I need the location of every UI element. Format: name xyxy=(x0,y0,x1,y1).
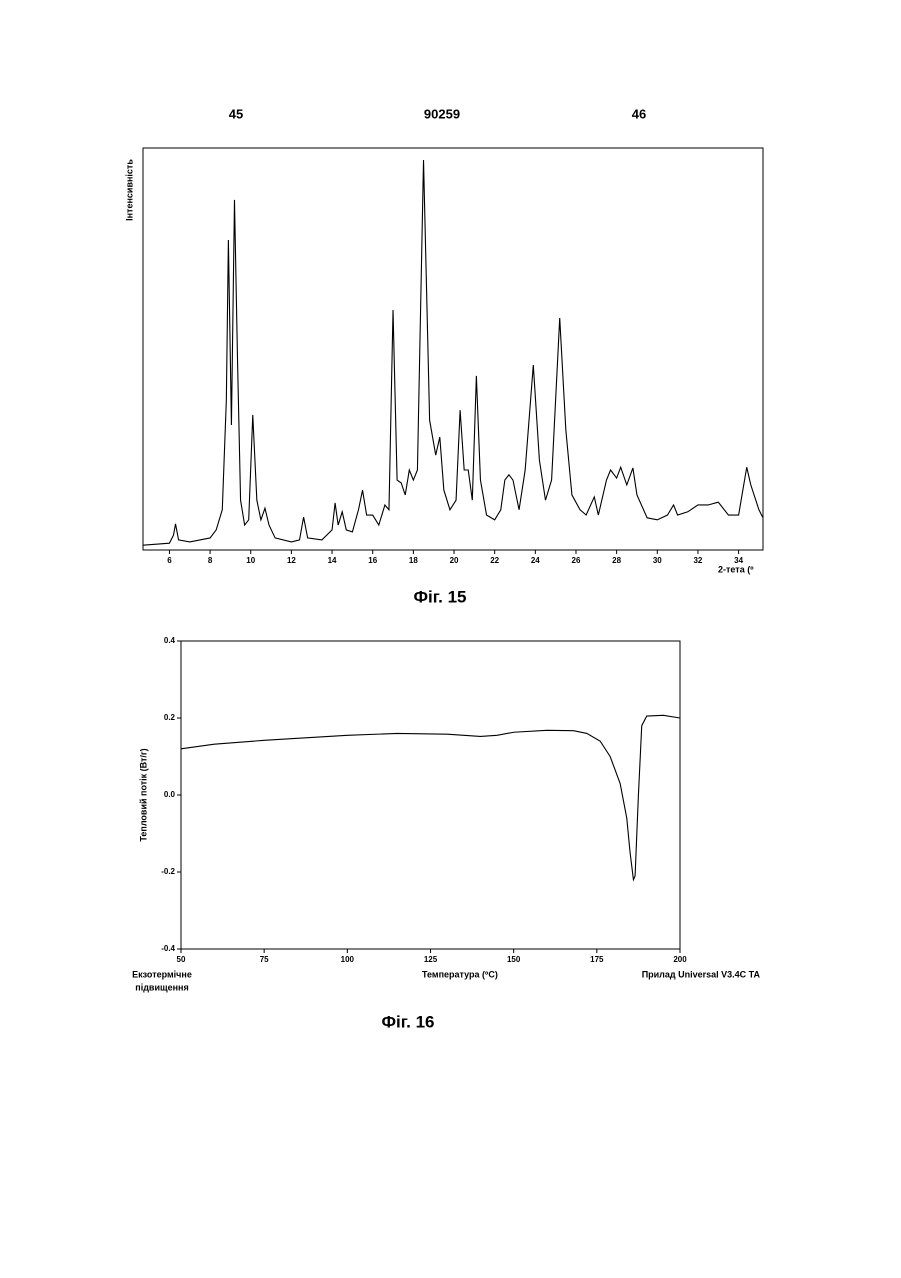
x-tick-label: 18 xyxy=(409,556,418,565)
x-tick-label: 16 xyxy=(368,556,377,565)
x-axis-label: 2-тета (º xyxy=(718,564,754,574)
x-tick-label: 175 xyxy=(590,955,604,964)
y-tick-label: -0.4 xyxy=(161,944,175,953)
background xyxy=(0,0,901,1273)
x-tick-label: 75 xyxy=(260,955,269,964)
exo-note: Екзотермічне xyxy=(132,969,192,979)
x-tick-label: 125 xyxy=(424,955,438,964)
x-tick-label: 10 xyxy=(246,556,255,565)
y-tick-label: 0.2 xyxy=(164,713,176,722)
x-tick-label: 28 xyxy=(612,556,621,565)
x-tick-label: 8 xyxy=(208,556,213,565)
x-tick-label: 26 xyxy=(572,556,581,565)
x-tick-label: 200 xyxy=(673,955,687,964)
exo-note: підвищення xyxy=(135,982,188,992)
y-axis-label: Інтенсивність xyxy=(124,159,134,221)
page-number-right: 46 xyxy=(632,106,646,121)
x-tick-label: 12 xyxy=(287,556,296,565)
x-tick-label: 6 xyxy=(167,556,172,565)
x-tick-label: 50 xyxy=(177,955,186,964)
x-tick-label: 14 xyxy=(328,556,337,565)
figure-caption: Фіг. 16 xyxy=(382,1012,435,1031)
patent-number: 90259 xyxy=(424,106,460,121)
page-number-left: 45 xyxy=(229,106,243,121)
figure-caption: Фіг. 15 xyxy=(414,587,467,606)
page: 45 90259 46 6810121416182022242628303234… xyxy=(0,0,901,1273)
x-tick-label: 20 xyxy=(450,556,459,565)
y-tick-label: 0.4 xyxy=(164,636,176,645)
y-tick-label: 0.0 xyxy=(164,790,176,799)
x-axis-label: Температура (ºC) xyxy=(422,969,498,979)
y-tick-label: -0.2 xyxy=(161,867,175,876)
x-tick-label: 24 xyxy=(531,556,540,565)
x-tick-label: 100 xyxy=(341,955,355,964)
x-tick-label: 30 xyxy=(653,556,662,565)
x-tick-label: 22 xyxy=(490,556,499,565)
x-tick-label: 32 xyxy=(693,556,702,565)
y-axis-label: Тепловий потік (Вт/г) xyxy=(138,748,148,841)
x-tick-label: 150 xyxy=(507,955,521,964)
instrument-note: Прилад Universal V3.4C TA xyxy=(642,969,761,979)
